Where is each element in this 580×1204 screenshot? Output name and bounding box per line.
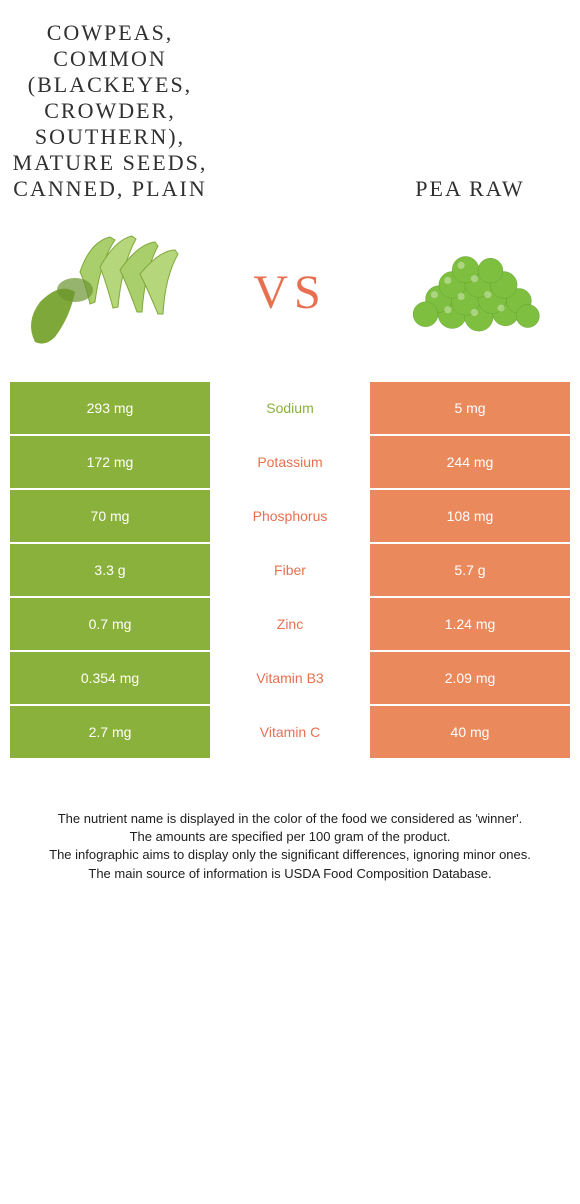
footer-line: The main source of information is USDA F… xyxy=(30,865,550,883)
nutrient-label: Fiber xyxy=(210,544,370,596)
value-left: 70 mg xyxy=(10,490,210,542)
value-right: 5.7 g xyxy=(370,544,570,596)
nutrient-label: Sodium xyxy=(210,382,370,434)
footer-line: The nutrient name is displayed in the co… xyxy=(30,810,550,828)
vs-label: VS xyxy=(200,265,380,320)
nutrient-label: Zinc xyxy=(210,598,370,650)
left-food-image xyxy=(20,222,200,362)
value-left: 2.7 mg xyxy=(10,706,210,758)
images-row: VS xyxy=(10,222,570,362)
footer-notes: The nutrient name is displayed in the co… xyxy=(10,810,570,883)
value-left: 172 mg xyxy=(10,436,210,488)
table-row: 0.7 mgZinc1.24 mg xyxy=(10,598,570,652)
nutrient-label: Vitamin C xyxy=(210,706,370,758)
value-right: 5 mg xyxy=(370,382,570,434)
comparison-table: 293 mgSodium5 mg172 mgPotassium244 mg70 … xyxy=(10,382,570,760)
value-left: 293 mg xyxy=(10,382,210,434)
nutrient-label: Phosphorus xyxy=(210,490,370,542)
value-left: 0.354 mg xyxy=(10,652,210,704)
value-right: 40 mg xyxy=(370,706,570,758)
value-right: 244 mg xyxy=(370,436,570,488)
title-left: COWPEAS, COMMON (BLACKEYES, CROWDER, SOU… xyxy=(10,20,210,202)
value-right: 1.24 mg xyxy=(370,598,570,650)
titles-row: COWPEAS, COMMON (BLACKEYES, CROWDER, SOU… xyxy=(10,20,570,202)
value-left: 0.7 mg xyxy=(10,598,210,650)
nutrient-label: Potassium xyxy=(210,436,370,488)
value-left: 3.3 g xyxy=(10,544,210,596)
table-row: 2.7 mgVitamin C40 mg xyxy=(10,706,570,760)
table-row: 0.354 mgVitamin B32.09 mg xyxy=(10,652,570,706)
table-row: 70 mgPhosphorus108 mg xyxy=(10,490,570,544)
title-right: PEA RAW xyxy=(370,176,570,202)
value-right: 108 mg xyxy=(370,490,570,542)
value-right: 2.09 mg xyxy=(370,652,570,704)
nutrient-label: Vitamin B3 xyxy=(210,652,370,704)
right-food-image xyxy=(380,222,560,362)
table-row: 3.3 gFiber5.7 g xyxy=(10,544,570,598)
footer-line: The infographic aims to display only the… xyxy=(30,846,550,864)
infographic-container: COWPEAS, COMMON (BLACKEYES, CROWDER, SOU… xyxy=(0,0,580,903)
table-row: 293 mgSodium5 mg xyxy=(10,382,570,436)
footer-line: The amounts are specified per 100 gram o… xyxy=(30,828,550,846)
table-row: 172 mgPotassium244 mg xyxy=(10,436,570,490)
